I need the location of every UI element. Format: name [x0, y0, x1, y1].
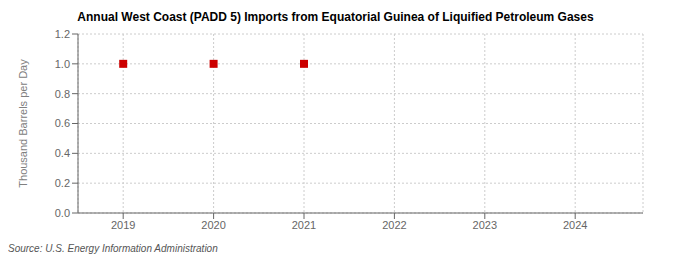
svg-text:2022: 2022: [382, 219, 406, 231]
svg-text:0.6: 0.6: [55, 117, 70, 129]
svg-text:Thousand Barrels per Day: Thousand Barrels per Day: [17, 59, 29, 188]
svg-text:1.2: 1.2: [55, 28, 70, 40]
svg-text:0.2: 0.2: [55, 177, 70, 189]
svg-text:0.0: 0.0: [55, 207, 70, 219]
svg-text:2023: 2023: [473, 219, 497, 231]
svg-text:2020: 2020: [201, 219, 225, 231]
svg-text:2019: 2019: [111, 219, 135, 231]
svg-text:1.0: 1.0: [55, 58, 70, 70]
svg-text:2021: 2021: [292, 219, 316, 231]
html-text:Annual West Coast (PADD 5) Imp: Annual West Coast (PADD 5) Imports from …: [77, 10, 594, 24]
html-text:Source: U.S. Energy Informatio: Source: U.S. Energy Information Administ…: [8, 243, 218, 254]
svg-text:0.4: 0.4: [55, 147, 70, 159]
svg-text:2024: 2024: [563, 219, 587, 231]
svg-text:0.8: 0.8: [55, 88, 70, 100]
